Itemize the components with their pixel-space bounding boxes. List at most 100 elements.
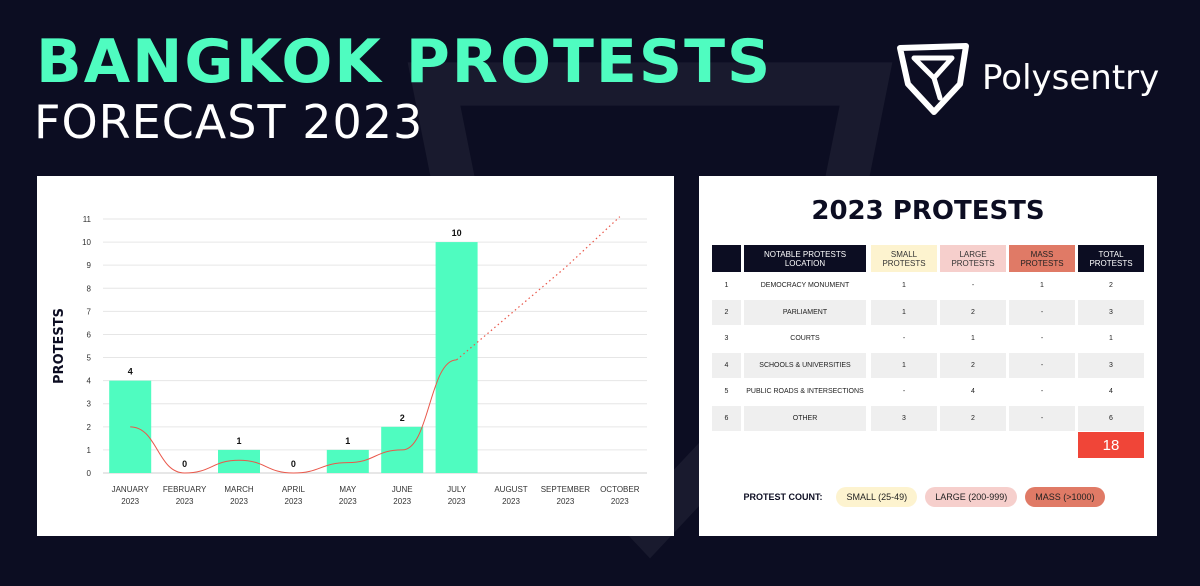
y-tick-label: 7 bbox=[87, 307, 92, 316]
y-tick-label: 3 bbox=[87, 400, 92, 409]
y-tick-label: 1 bbox=[87, 446, 92, 455]
x-tick-label: JUNE bbox=[392, 485, 413, 494]
x-tick-label: MARCH bbox=[224, 485, 254, 494]
x-tick-label-year: 2023 bbox=[285, 497, 303, 506]
table-cell: 6 bbox=[712, 405, 741, 431]
data-label: 1 bbox=[345, 436, 350, 446]
table-cell: 2 bbox=[712, 299, 741, 325]
table-cell: 1 bbox=[712, 273, 741, 299]
table-cell: 1 bbox=[1009, 273, 1075, 299]
table-cell: 3 bbox=[1078, 299, 1144, 325]
table-cell: - bbox=[1009, 326, 1075, 352]
x-tick-label-year: 2023 bbox=[502, 497, 520, 506]
table-cell: 2 bbox=[940, 405, 1006, 431]
table-cell: 2 bbox=[1078, 273, 1144, 299]
table-cell: 3 bbox=[1078, 352, 1144, 378]
y-tick-label: 0 bbox=[87, 469, 92, 478]
table-cell: 4 bbox=[940, 379, 1006, 405]
polysentry-shield-icon bbox=[897, 43, 969, 115]
x-tick-label: OCTOBER bbox=[600, 485, 640, 494]
data-label: 2 bbox=[400, 413, 405, 423]
table-cell: - bbox=[1009, 405, 1075, 431]
x-tick-label-year: 2023 bbox=[393, 497, 411, 506]
table-cell: - bbox=[1009, 352, 1075, 378]
legend-large: LARGE (200-999) bbox=[925, 487, 1018, 507]
legend-small: SMALL (25-49) bbox=[836, 487, 918, 507]
x-tick-label-year: 2023 bbox=[176, 497, 194, 506]
x-tick-label: JULY bbox=[447, 485, 467, 494]
table-cell: SCHOOLS & UNIVERSITIES bbox=[744, 352, 866, 378]
legend-mass: MASS (>1000) bbox=[1025, 487, 1105, 507]
brand-name: Polysentry bbox=[982, 58, 1160, 98]
trend-line bbox=[130, 359, 457, 474]
x-tick-label: AUGUST bbox=[494, 485, 527, 494]
x-tick-label: FEBRUARY bbox=[163, 485, 207, 494]
table-cell: DEMOCRACY MONUMENT bbox=[744, 273, 866, 299]
table-cell: 1 bbox=[1078, 326, 1144, 352]
protests-table-panel: 2023 PROTESTS NOTABLE PROTESTS LOCATION S… bbox=[699, 176, 1157, 536]
y-tick-label: 10 bbox=[82, 238, 91, 247]
protest-count-legend: PROTEST COUNT: SMALL (25-49) LARGE (200-… bbox=[699, 486, 1157, 508]
table-cell: 4 bbox=[712, 352, 741, 378]
table-cell: - bbox=[871, 326, 937, 352]
table-cell: 3 bbox=[712, 326, 741, 352]
data-label: 10 bbox=[452, 228, 462, 238]
table-cell: COURTS bbox=[744, 326, 866, 352]
table-cell: 1 bbox=[871, 352, 937, 378]
table-cell: 2 bbox=[940, 299, 1006, 325]
table-cell: - bbox=[1009, 379, 1075, 405]
table-cell: - bbox=[871, 379, 937, 405]
legend-label: PROTEST COUNT: bbox=[743, 492, 823, 502]
bar bbox=[326, 449, 369, 473]
y-tick-label: 2 bbox=[87, 423, 92, 432]
table-cell: 1 bbox=[871, 299, 937, 325]
table-header-cell: MASS PROTESTS bbox=[1009, 245, 1075, 272]
y-axis-label: PROTESTS bbox=[52, 308, 67, 384]
x-tick-label-year: 2023 bbox=[557, 497, 575, 506]
x-tick-label-year: 2023 bbox=[121, 497, 139, 506]
x-tick-label-year: 2023 bbox=[230, 497, 248, 506]
y-tick-label: 6 bbox=[87, 330, 92, 339]
table-cell: 4 bbox=[1078, 379, 1144, 405]
y-tick-label: 11 bbox=[83, 215, 92, 224]
data-label: 1 bbox=[236, 436, 241, 446]
table-header-cell: NOTABLE PROTESTS LOCATION bbox=[744, 245, 866, 272]
table-cell: - bbox=[1009, 299, 1075, 325]
brand-logo: Polysentry bbox=[894, 38, 1159, 118]
x-tick-label: SEPTEMBER bbox=[541, 485, 591, 494]
y-tick-label: 5 bbox=[87, 354, 92, 363]
table-cell: OTHER bbox=[744, 405, 866, 431]
table-cell: 1 bbox=[871, 273, 937, 299]
data-label: 0 bbox=[291, 459, 296, 469]
x-tick-label: MAY bbox=[339, 485, 356, 494]
y-tick-label: 9 bbox=[87, 261, 92, 270]
y-tick-label: 4 bbox=[87, 377, 92, 386]
table-cell: PUBLIC ROADS & INTERSECTIONS bbox=[744, 379, 866, 405]
table-title: 2023 PROTESTS bbox=[811, 196, 1045, 226]
table-cell: 6 bbox=[1078, 405, 1144, 431]
table-cell: 1 bbox=[940, 326, 1006, 352]
data-label: 0 bbox=[182, 459, 187, 469]
table-header-cell: TOTAL PROTESTS bbox=[1078, 245, 1144, 272]
y-tick-label: 8 bbox=[87, 284, 92, 293]
chart-panel: 0 1 2 3 4 5 6 7 8 9 10 11 PROTESTS 4 0 1 0 1 2 10 JANUARY 202… bbox=[37, 176, 674, 536]
table-cell: 2 bbox=[940, 352, 1006, 378]
page-subtitle: FORECAST 2023 bbox=[34, 95, 424, 149]
x-tick-label: APRIL bbox=[282, 485, 306, 494]
data-label: 4 bbox=[128, 367, 133, 377]
table-cell: - bbox=[940, 273, 1006, 299]
x-tick-label: JANUARY bbox=[112, 485, 150, 494]
bar bbox=[218, 449, 260, 473]
grand-total: 18 bbox=[1078, 432, 1144, 458]
table-header-cell: SMALL PROTESTS bbox=[871, 245, 937, 272]
table-cell: 5 bbox=[712, 379, 741, 405]
bar bbox=[435, 242, 478, 473]
x-tick-label-year: 2023 bbox=[339, 497, 357, 506]
x-tick-label-year: 2023 bbox=[448, 497, 466, 506]
table-header-cell: LARGE PROTESTS bbox=[940, 245, 1006, 272]
x-tick-label-year: 2023 bbox=[611, 497, 629, 506]
table-header-cell bbox=[712, 245, 741, 272]
table-cell: PARLIAMENT bbox=[744, 299, 866, 325]
table-cell: 3 bbox=[871, 405, 937, 431]
